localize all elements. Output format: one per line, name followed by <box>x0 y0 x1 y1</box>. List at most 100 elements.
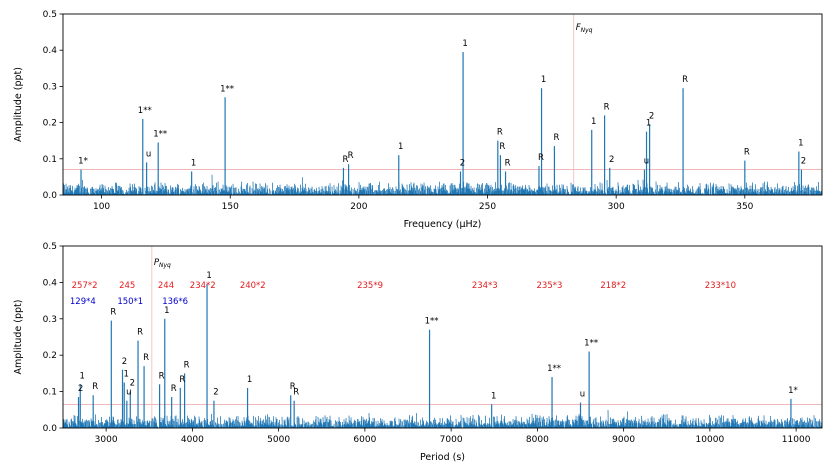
peak-label: u <box>644 157 649 167</box>
peak-label: 1 <box>206 271 211 281</box>
peak-label: 1 <box>646 119 651 129</box>
y-tick-label: 0.4 <box>43 278 58 288</box>
peak-label: R <box>348 151 354 161</box>
peak-label: 1 <box>80 371 85 381</box>
mode-annotation: 136*6 <box>162 297 188 307</box>
peak-label: 1** <box>153 130 167 140</box>
nyquist-label: FNyq <box>576 23 593 34</box>
peak-label: R <box>293 388 299 398</box>
peak-label: 2 <box>78 384 83 394</box>
x-tick-label: 8000 <box>526 435 549 445</box>
peak-label: 1** <box>547 364 561 374</box>
peak-label: R <box>538 153 544 163</box>
peak-label: 2 <box>801 157 806 167</box>
y-tick-label: 0.2 <box>43 351 57 361</box>
x-tick-label: 7000 <box>440 435 463 445</box>
x-tick-label: 350 <box>736 202 753 212</box>
y-tick-label: 0.3 <box>43 82 57 92</box>
nyquist-label-main: P <box>154 258 160 268</box>
x-tick-label: 5000 <box>267 435 290 445</box>
peak-label: 2 <box>213 388 218 398</box>
mode-annotation: 240*2 <box>240 281 266 291</box>
peak-label: R <box>499 142 505 152</box>
x-tick-label: 10000 <box>696 435 725 445</box>
x-tick-label: 4000 <box>181 435 204 445</box>
peak-label: 1 <box>462 39 467 49</box>
nyquist-label-sub: Nyq <box>581 27 593 34</box>
peak-label: 1** <box>138 106 152 116</box>
y-tick-label: 0.3 <box>43 315 57 325</box>
peak-label: R <box>553 133 559 143</box>
peak-label: R <box>184 360 190 370</box>
noise-floor <box>63 410 822 428</box>
peak-label: R <box>110 308 116 318</box>
mode-annotation: 233*10 <box>705 281 736 291</box>
x-tick-label: 100 <box>93 202 110 212</box>
peak-label: 2 <box>122 357 127 367</box>
y-tick-label: 0.0 <box>43 424 58 434</box>
nyquist-label-sub: Nyq <box>159 262 171 269</box>
peak-label: 1* <box>788 386 798 396</box>
peak-label: 1** <box>584 339 598 349</box>
peak-label: 1 <box>541 75 546 85</box>
peak-label: R <box>137 328 143 338</box>
x-tick-label: 200 <box>350 202 367 212</box>
x-tick-label: 3000 <box>95 435 118 445</box>
peak-label: 2 <box>609 155 614 165</box>
peak-label: 1 <box>164 306 169 316</box>
mode-annotation: 235*3 <box>537 281 563 291</box>
peak-label: 1 <box>398 142 403 152</box>
nyquist-label-main: F <box>576 23 581 33</box>
peak-label: R <box>179 375 185 385</box>
peak-label: R <box>682 75 688 85</box>
peak-label: R <box>497 128 503 138</box>
peak-label: R <box>505 158 511 168</box>
peak-label: 1 <box>798 139 803 149</box>
y-tick-label: 0.5 <box>43 10 57 20</box>
peak-label: 2 <box>130 379 135 389</box>
axes-frame <box>62 245 823 429</box>
peak-label: R <box>92 382 98 392</box>
mode-annotation: 234*3 <box>472 281 498 291</box>
peak-label: 1** <box>425 317 439 327</box>
x-axis-label: Frequency (μHz) <box>404 219 482 230</box>
peak-label: R <box>604 102 610 112</box>
y-tick-label: 0.1 <box>43 155 57 165</box>
peak-label: R <box>290 382 296 392</box>
peak-label: 1 <box>591 117 596 127</box>
y-tick-label: 0.1 <box>43 388 57 398</box>
peak-label: 2 <box>460 158 465 168</box>
peak-label: R <box>744 148 750 158</box>
plot-area <box>63 14 822 195</box>
peak-label: 1 <box>124 370 129 380</box>
x-tick-label: 11000 <box>782 435 811 445</box>
mode-annotation: 129*4 <box>70 297 96 307</box>
x-tick-label: 6000 <box>353 435 376 445</box>
peak-label: R <box>159 371 165 381</box>
mode-annotation: 245 <box>119 281 135 291</box>
y-axis-label: Amplitude (ppt) <box>13 67 24 142</box>
x-tick-label: 250 <box>479 202 496 212</box>
y-tick-label: 0.5 <box>43 242 57 252</box>
peak-label: 1** <box>220 84 234 94</box>
x-tick-label: 300 <box>608 202 625 212</box>
x-axis-label: Period (s) <box>420 452 465 463</box>
peak-label: 1 <box>191 158 196 168</box>
peak-label: u <box>126 388 131 398</box>
y-tick-label: 0.2 <box>43 119 57 129</box>
peak-label: 1* <box>78 157 88 167</box>
peak-label: R <box>342 155 348 165</box>
peak-label: u <box>146 149 151 159</box>
nyquist-label: PNyq <box>154 258 171 269</box>
peak-label: R <box>143 353 149 363</box>
y-tick-label: 0.0 <box>43 191 58 201</box>
x-tick-label: 9000 <box>612 435 635 445</box>
peak-label: 1 <box>491 391 496 401</box>
mode-annotation: 150*1 <box>117 297 143 307</box>
peak-label: 1 <box>247 375 252 385</box>
peak-label: R <box>171 384 177 394</box>
peak-label: u <box>580 390 585 400</box>
